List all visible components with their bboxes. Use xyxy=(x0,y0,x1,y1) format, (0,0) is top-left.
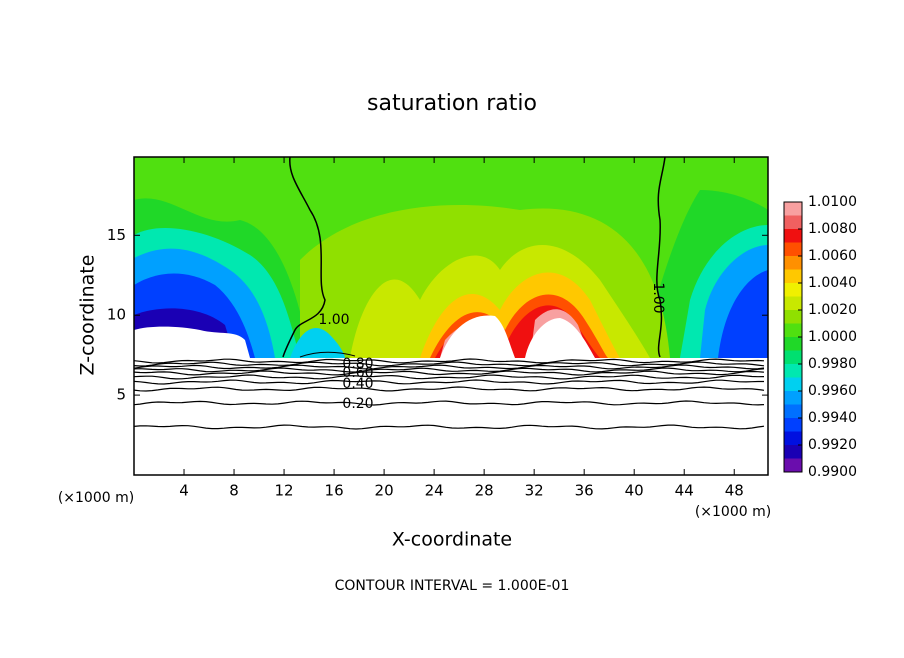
colorbar-tick-label: 1.0100 xyxy=(808,194,857,210)
x-tick-label: 4 xyxy=(179,482,189,500)
contour-line xyxy=(282,157,326,358)
colorbar-swatch xyxy=(784,323,802,337)
contour-line xyxy=(134,361,765,367)
colorbar-swatch xyxy=(784,350,802,364)
x-tick-label: 24 xyxy=(425,482,444,500)
x-tick-label: 32 xyxy=(525,482,544,500)
colorbar-tick-label: 1.0060 xyxy=(808,248,857,264)
x-tick-label: 28 xyxy=(475,482,494,500)
y-tick-label: 15 xyxy=(107,226,126,244)
x-axis-label: X-coordinate xyxy=(392,529,512,551)
x-tick-label: 20 xyxy=(375,482,394,500)
colorbar-tick-label: 1.0080 xyxy=(808,221,857,237)
filled-contours: 1.00 1.00 0.800.600.40 0.20 xyxy=(134,157,768,475)
colorbar-swatch xyxy=(784,202,802,216)
contour-line xyxy=(134,374,765,380)
colorbar-tick-label: 0.9900 xyxy=(808,464,857,480)
colorbar-tick-label: 1.0020 xyxy=(808,302,857,318)
contour-region xyxy=(290,328,345,358)
colorbar-swatch xyxy=(784,283,802,297)
contour-line xyxy=(134,370,765,376)
colorbar-swatch xyxy=(784,229,802,243)
colorbar-swatch xyxy=(784,418,802,432)
colorbar-swatch xyxy=(784,337,802,351)
contour-line xyxy=(656,157,666,358)
contour-line xyxy=(134,364,765,370)
contour-label: 0.60 xyxy=(342,365,373,381)
contour-label: 0.40 xyxy=(342,376,373,392)
x-tick-label: 12 xyxy=(275,482,294,500)
colorbar-swatch xyxy=(784,269,802,283)
y-tick-label: 5 xyxy=(116,386,126,404)
contour-line xyxy=(134,367,765,373)
colorbar-tick-label: 1.0040 xyxy=(808,275,857,291)
contour-label: 0.80 xyxy=(342,356,373,372)
contour-field: 1.00 1.00 0.800.600.40 0.20 xyxy=(134,157,768,475)
contour-line xyxy=(134,424,765,430)
colorbar-tick-label: 0.9960 xyxy=(808,383,857,399)
contour-line xyxy=(299,351,356,358)
colorbar-swatch xyxy=(784,242,802,256)
colorbar-tick-label: 1.0000 xyxy=(808,329,857,345)
contour-line xyxy=(134,358,765,364)
contour-label: 1.00 xyxy=(318,312,349,328)
x-tick-label: 48 xyxy=(725,482,744,500)
footer-note: CONTOUR INTERVAL = 1.000E-01 xyxy=(335,578,570,594)
chart-title: saturation ratio xyxy=(367,91,537,116)
colorbar-swatch xyxy=(784,256,802,270)
colorbar-tick-label: 0.9980 xyxy=(808,356,857,372)
colorbar-swatch xyxy=(784,458,802,472)
colorbar-swatch xyxy=(784,377,802,391)
colorbar-tick-label: 0.9920 xyxy=(808,437,857,453)
contour-region xyxy=(718,270,768,358)
colorbar-swatch xyxy=(784,404,802,418)
contour-label: 0.20 xyxy=(342,396,373,412)
terrain xyxy=(134,315,768,475)
colorbar-swatch xyxy=(784,364,802,378)
x-tick-label: 8 xyxy=(229,482,239,500)
colorbar-tick-label: 0.9940 xyxy=(808,410,857,426)
x-tick-label: 16 xyxy=(325,482,344,500)
colorbar-swatch xyxy=(784,310,802,324)
x-tick-label: 36 xyxy=(575,482,594,500)
contour-line xyxy=(134,379,764,385)
y-tick-label: 10 xyxy=(107,306,126,324)
colorbar-swatch xyxy=(784,431,802,445)
x-unit-label: (×1000 m) xyxy=(695,504,771,520)
contour-line xyxy=(134,400,765,406)
contour-line xyxy=(134,386,765,392)
contour-label: 1.00 xyxy=(650,282,666,313)
colorbar-swatch xyxy=(784,296,802,310)
colorbar-swatch xyxy=(784,445,802,459)
colorbar-swatch xyxy=(784,215,802,229)
y-axis-label: Z-coordinate xyxy=(77,255,99,376)
colorbar-swatch xyxy=(784,391,802,405)
plot-frame xyxy=(133,156,769,476)
x-tick-label: 44 xyxy=(675,482,694,500)
x-unit-label: (×1000 m) xyxy=(58,490,134,506)
x-tick-label: 40 xyxy=(625,482,644,500)
